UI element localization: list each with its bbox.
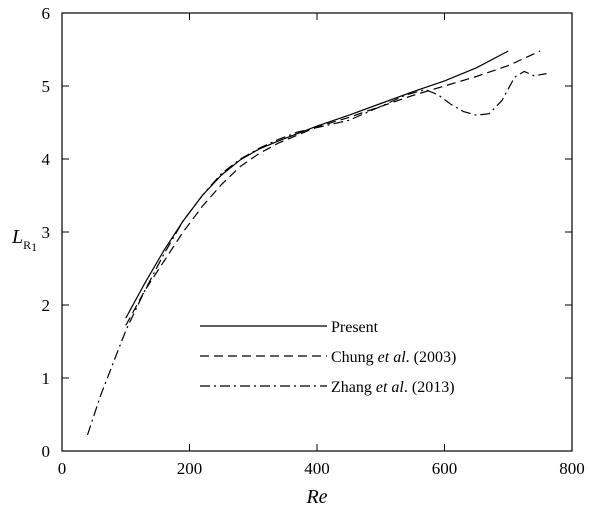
x-tick-label: 400 <box>304 459 330 478</box>
y-tick-label: 2 <box>42 296 51 315</box>
y-axis-title-subsub: 1 <box>31 240 37 254</box>
legend-label: Zhang et al. (2013) <box>331 379 455 396</box>
axis-ticks: 0 200 400 600 800 0 1 2 3 4 5 6 <box>42 4 585 478</box>
series-lines <box>86 50 547 436</box>
y-tick-label: 0 <box>42 442 51 461</box>
y-axis-title-main: L <box>11 226 23 248</box>
y-tick-label: 3 <box>42 223 51 242</box>
series-line-solid <box>125 50 509 319</box>
plot-frame <box>61 12 573 452</box>
y-axis-title: LR1 <box>11 226 37 254</box>
series-line-dashed <box>125 50 541 326</box>
y-tick-label: 4 <box>42 150 51 169</box>
legend-label-part: . (2013) <box>404 379 455 396</box>
x-tick-label: 200 <box>177 459 203 478</box>
x-axis-title: Re <box>305 486 327 508</box>
legend-label-part: et al <box>376 379 405 396</box>
x-tick-label: 600 <box>432 459 458 478</box>
x-tick-label: 800 <box>559 459 585 478</box>
y-tick-label: 5 <box>42 77 51 96</box>
legend-label: Chung et al. (2003) <box>331 349 456 366</box>
y-tick-label: 1 <box>42 369 51 388</box>
legend-label-part: et al <box>378 349 407 366</box>
legend-label-part: Chung <box>331 349 378 366</box>
legend-label: Present <box>331 319 379 336</box>
x-tick-label: 0 <box>58 459 67 478</box>
legend-label-part: Zhang <box>331 379 376 396</box>
y-axis-title-sub: R <box>23 238 31 252</box>
y-tick-label: 6 <box>42 4 51 23</box>
legend-label-part: . (2003) <box>406 349 457 366</box>
